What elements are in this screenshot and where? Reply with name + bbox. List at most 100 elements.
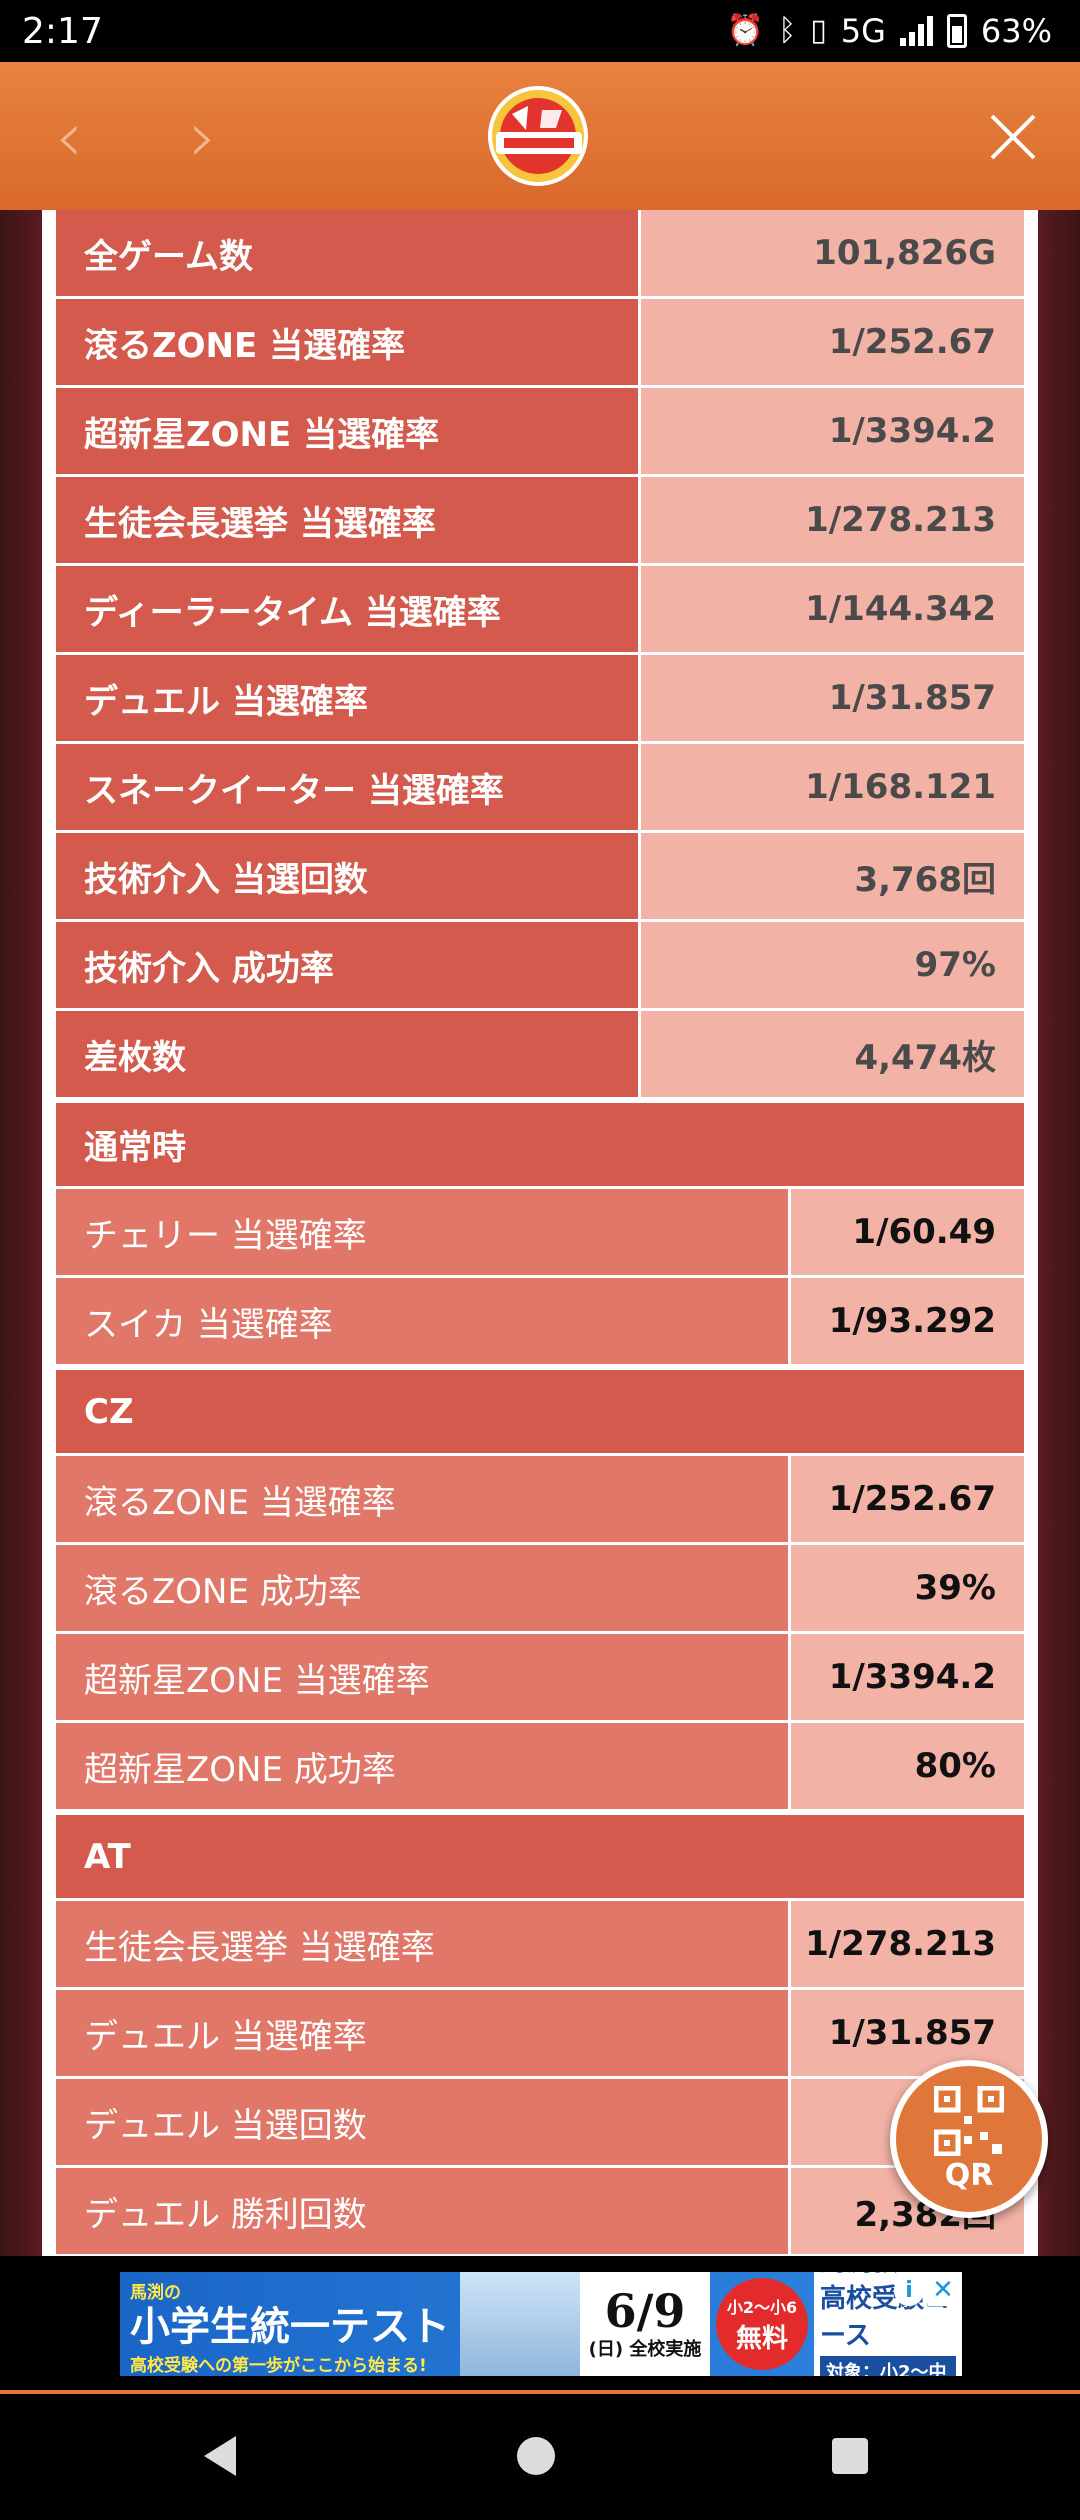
row-label: 全ゲーム数 bbox=[56, 210, 638, 296]
content-area[interactable]: 全ゲーム数 101,826G 滾るZONE 当選確率 1/252.67 超新星ZON… bbox=[0, 210, 1080, 2256]
qr-button[interactable]: QR bbox=[890, 2060, 1048, 2218]
row-value: 1/252.67 bbox=[638, 299, 1024, 385]
section-header-cz: CZ bbox=[56, 1370, 1024, 1456]
table-row: 技術介入 当選回数 3,768回 bbox=[56, 833, 1024, 922]
row-value: 1/144.342 bbox=[638, 566, 1024, 652]
ad-info-icon[interactable]: i bbox=[894, 2276, 924, 2306]
table-row: スイカ 当選確率 1/93.292 bbox=[56, 1278, 1024, 1367]
row-label: 滾るZONE 当選確率 bbox=[56, 299, 638, 385]
row-value: 1/93.292 bbox=[788, 1278, 1024, 1364]
ad-date: 6/9 (日) 全校実施 bbox=[580, 2272, 710, 2376]
table-row: デュエル 当選確率 1/31.857 bbox=[56, 1990, 1024, 2079]
qr-label: QR bbox=[944, 2157, 994, 2193]
ad-photo bbox=[460, 2272, 580, 2376]
status-bar: 2:17 ⏰ ᛒ ▯ 5G 63% bbox=[0, 0, 1080, 62]
row-value: 1/252.67 bbox=[788, 1456, 1024, 1542]
ad-subtitle: 高校受験への第一歩がここから始まる! bbox=[130, 2356, 427, 2376]
back-arrow-icon[interactable]: ‹ bbox=[55, 96, 83, 178]
row-value: 80% bbox=[788, 1723, 1024, 1809]
row-label: 技術介入 当選回数 bbox=[56, 833, 638, 919]
ad-banner[interactable]: 馬渕の 小学生統一テスト 高校受験への第一歩がここから始まる! 6/9 (日) … bbox=[120, 2272, 962, 2376]
status-icons: ⏰ ᛒ ▯ 5G 63% bbox=[727, 12, 1052, 50]
status-time: 2:17 bbox=[22, 10, 103, 52]
row-label: デュエル 当選確率 bbox=[56, 1990, 788, 2076]
row-label: 滾るZONE 当選確率 bbox=[56, 1456, 788, 1542]
home-icon[interactable] bbox=[512, 2432, 560, 2480]
row-label: デュエル 当選確率 bbox=[56, 655, 638, 741]
table-row: 超新星ZONE 当選確率 1/3394.2 bbox=[56, 388, 1024, 477]
data-table: 全ゲーム数 101,826G 滾るZONE 当選確率 1/252.67 超新星ZON… bbox=[42, 210, 1038, 2256]
close-icon[interactable] bbox=[980, 104, 1046, 170]
divider bbox=[0, 2390, 1080, 2394]
row-value: 101,826G bbox=[638, 210, 1024, 296]
vibrate-icon: ▯ bbox=[810, 13, 827, 48]
row-label: 差枚数 bbox=[56, 1011, 638, 1097]
row-label: デュエル 勝利回数 bbox=[56, 2168, 788, 2254]
row-label: 超新星ZONE 当選確率 bbox=[56, 1634, 788, 1720]
table-row: デュエル 勝利回数 2,382回 bbox=[56, 2168, 1024, 2256]
forward-arrow-icon[interactable]: › bbox=[189, 96, 217, 178]
table-row: デュエル 当選確率 1/31.857 bbox=[56, 655, 1024, 744]
table-row: 生徒会長選挙 当選確率 1/278.213 bbox=[56, 477, 1024, 566]
row-label: チェリー 当選確率 bbox=[56, 1189, 788, 1275]
row-value: 4,474枚 bbox=[638, 1011, 1024, 1097]
row-value: 1/60.49 bbox=[788, 1189, 1024, 1275]
table-row: 技術介入 成功率 97% bbox=[56, 922, 1024, 1011]
ad-free-main: 無料 bbox=[735, 2323, 788, 2354]
row-label: デュエル 当選回数 bbox=[56, 2079, 788, 2165]
bluetooth-icon: ᛒ bbox=[778, 13, 797, 48]
row-label: スネークイーター 当選確率 bbox=[56, 744, 638, 830]
row-value: 39% bbox=[788, 1545, 1024, 1631]
table-row: 全ゲーム数 101,826G bbox=[56, 210, 1024, 299]
table-row: 滾るZONE 当選確率 1/252.67 bbox=[56, 299, 1024, 388]
table-row: 滾るZONE 成功率 39% bbox=[56, 1545, 1024, 1634]
ad-close-icon[interactable]: ✕ bbox=[928, 2276, 958, 2306]
summary-table: 全ゲーム数 101,826G 滾るZONE 当選確率 1/252.67 超新星ZON… bbox=[56, 210, 1024, 1100]
row-label: スイカ 当選確率 bbox=[56, 1278, 788, 1364]
table-row: 生徒会長選挙 当選確率 1/278.213 bbox=[56, 1901, 1024, 1990]
ad-free-badge: 小2〜小6 無料 bbox=[716, 2278, 808, 2370]
qr-code-icon bbox=[934, 2085, 1004, 2156]
table-row: チェリー 当選確率 1/60.49 bbox=[56, 1189, 1024, 1278]
ad-date-main: 6/9 bbox=[604, 2284, 686, 2338]
row-label: 技術介入 成功率 bbox=[56, 922, 638, 1008]
row-label: 生徒会長選挙 当選確率 bbox=[56, 1901, 788, 1987]
alarm-icon: ⏰ bbox=[726, 13, 765, 48]
app-header: ‹ › bbox=[0, 62, 1080, 210]
back-icon[interactable] bbox=[196, 2432, 244, 2480]
table-row: 滾るZONE 当選確率 1/252.67 bbox=[56, 1456, 1024, 1545]
ad-side-sub: 対象：小2〜中3 bbox=[820, 2356, 956, 2376]
row-label: 生徒会長選挙 当選確率 bbox=[56, 477, 638, 563]
table-row: デュエル 当選回数1 bbox=[56, 2079, 1024, 2168]
ad-main: 馬渕の 小学生統一テスト 高校受験への第一歩がここから始まる! bbox=[120, 2272, 460, 2376]
table-row: 超新星ZONE 当選確率 1/3394.2 bbox=[56, 1634, 1024, 1723]
system-nav-bar bbox=[0, 2394, 1080, 2520]
signal-icon bbox=[899, 16, 933, 46]
section-header-normal: 通常時 bbox=[56, 1103, 1024, 1189]
row-value: 97% bbox=[638, 922, 1024, 1008]
row-value: 3,768回 bbox=[638, 833, 1024, 919]
network-type: 5G bbox=[840, 12, 886, 50]
table-row: スネークイーター 当選確率 1/168.121 bbox=[56, 744, 1024, 833]
row-label: 超新星ZONE 成功率 bbox=[56, 1723, 788, 1809]
row-value: 1/168.121 bbox=[638, 744, 1024, 830]
ad-brand: 馬渕の bbox=[130, 2283, 181, 2303]
row-value: 1/31.857 bbox=[638, 655, 1024, 741]
ad-area: 馬渕の 小学生統一テスト 高校受験への第一歩がここから始まる! 6/9 (日) … bbox=[0, 2256, 1080, 2390]
battery-percent: 63% bbox=[980, 12, 1052, 50]
row-label: 滾るZONE 成功率 bbox=[56, 1545, 788, 1631]
ad-free-top: 小2〜小6 bbox=[726, 2297, 798, 2317]
ad-title: 小学生統一テスト bbox=[130, 2304, 450, 2350]
battery-icon bbox=[946, 14, 967, 48]
row-value: 1/3394.2 bbox=[788, 1634, 1024, 1720]
row-value: 1/3394.2 bbox=[638, 388, 1024, 474]
row-value: 1/278.213 bbox=[788, 1901, 1024, 1987]
table-row: ディーラータイム 当選確率 1/144.342 bbox=[56, 566, 1024, 655]
table-row: 超新星ZONE 成功率 80% bbox=[56, 1723, 1024, 1812]
ad-date-sub: (日) 全校実施 bbox=[588, 2339, 702, 2360]
recent-apps-icon[interactable] bbox=[826, 2432, 874, 2480]
logo-icon[interactable] bbox=[482, 84, 594, 188]
row-label: ディーラータイム 当選確率 bbox=[56, 566, 638, 652]
section-header-at: AT bbox=[56, 1815, 1024, 1901]
row-label: 超新星ZONE 当選確率 bbox=[56, 388, 638, 474]
